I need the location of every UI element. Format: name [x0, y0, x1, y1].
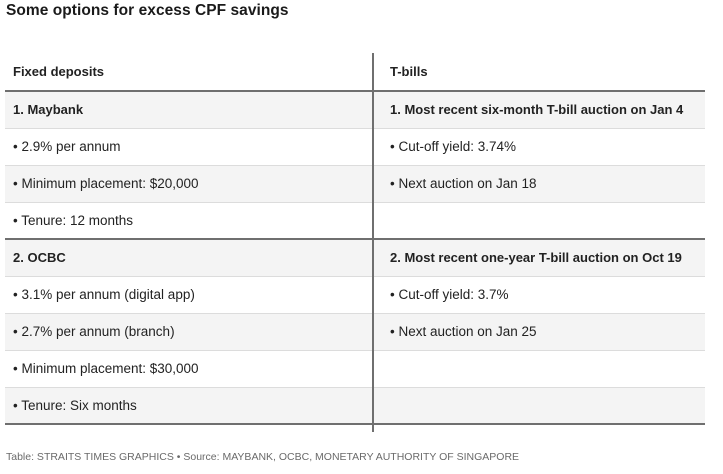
table-cell: • 2.9% per annum — [5, 128, 373, 166]
table-cell: • Cut-off yield: 3.74% — [373, 128, 705, 166]
group-heading-six-month-tbill: 1. Most recent six-month T-bill auction … — [373, 91, 705, 129]
group-heading-ocbc: 2. OCBC — [5, 238, 373, 277]
table-cell: • Next auction on Jan 18 — [373, 165, 705, 203]
table-cell: • Tenure: 12 months — [5, 202, 373, 240]
table-row: • 3.1% per annum (digital app) • Cut-off… — [5, 276, 705, 314]
group-row-maybank: 1. Maybank 1. Most recent six-month T-bi… — [5, 91, 705, 129]
comparison-table: Fixed deposits T-bills 1. Maybank 1. Mos… — [5, 53, 705, 432]
table-cell: • Minimum placement: $20,000 — [5, 165, 373, 203]
table-row: • Minimum placement: $30,000 — [5, 350, 705, 388]
table-cell — [373, 387, 705, 425]
table-cell — [373, 350, 705, 388]
table-cell: • 2.7% per annum (branch) — [5, 313, 373, 351]
table-cell: • Next auction on Jan 25 — [373, 313, 705, 351]
source-footer: Table: STRAITS TIMES GRAPHICS • Source: … — [6, 451, 520, 463]
group-heading-one-year-tbill: 2. Most recent one-year T-bill auction o… — [373, 238, 705, 277]
table-cell: • Minimum placement: $30,000 — [5, 350, 373, 388]
options-table: Fixed deposits T-bills 1. Maybank 1. Mos… — [5, 53, 705, 425]
table-row: • Tenure: Six months — [5, 387, 705, 425]
table-cell — [373, 202, 705, 240]
page-title: Some options for excess CPF savings — [6, 2, 289, 19]
table-row: • Minimum placement: $20,000 • Next auct… — [5, 165, 705, 203]
group-heading-maybank: 1. Maybank — [5, 91, 373, 129]
table-row: • Tenure: 12 months — [5, 202, 705, 240]
table-header-row: Fixed deposits T-bills — [5, 53, 705, 92]
table-row: • 2.7% per annum (branch) • Next auction… — [5, 313, 705, 351]
table-row: • 2.9% per annum • Cut-off yield: 3.74% — [5, 128, 705, 166]
group-row-ocbc: 2. OCBC 2. Most recent one-year T-bill a… — [5, 238, 705, 277]
table-cell: • 3.1% per annum (digital app) — [5, 276, 373, 314]
column-divider — [372, 53, 374, 432]
table-cell: • Tenure: Six months — [5, 387, 373, 425]
header-t-bills: T-bills — [373, 53, 705, 92]
header-fixed-deposits: Fixed deposits — [5, 53, 373, 92]
table-cell: • Cut-off yield: 3.7% — [373, 276, 705, 314]
